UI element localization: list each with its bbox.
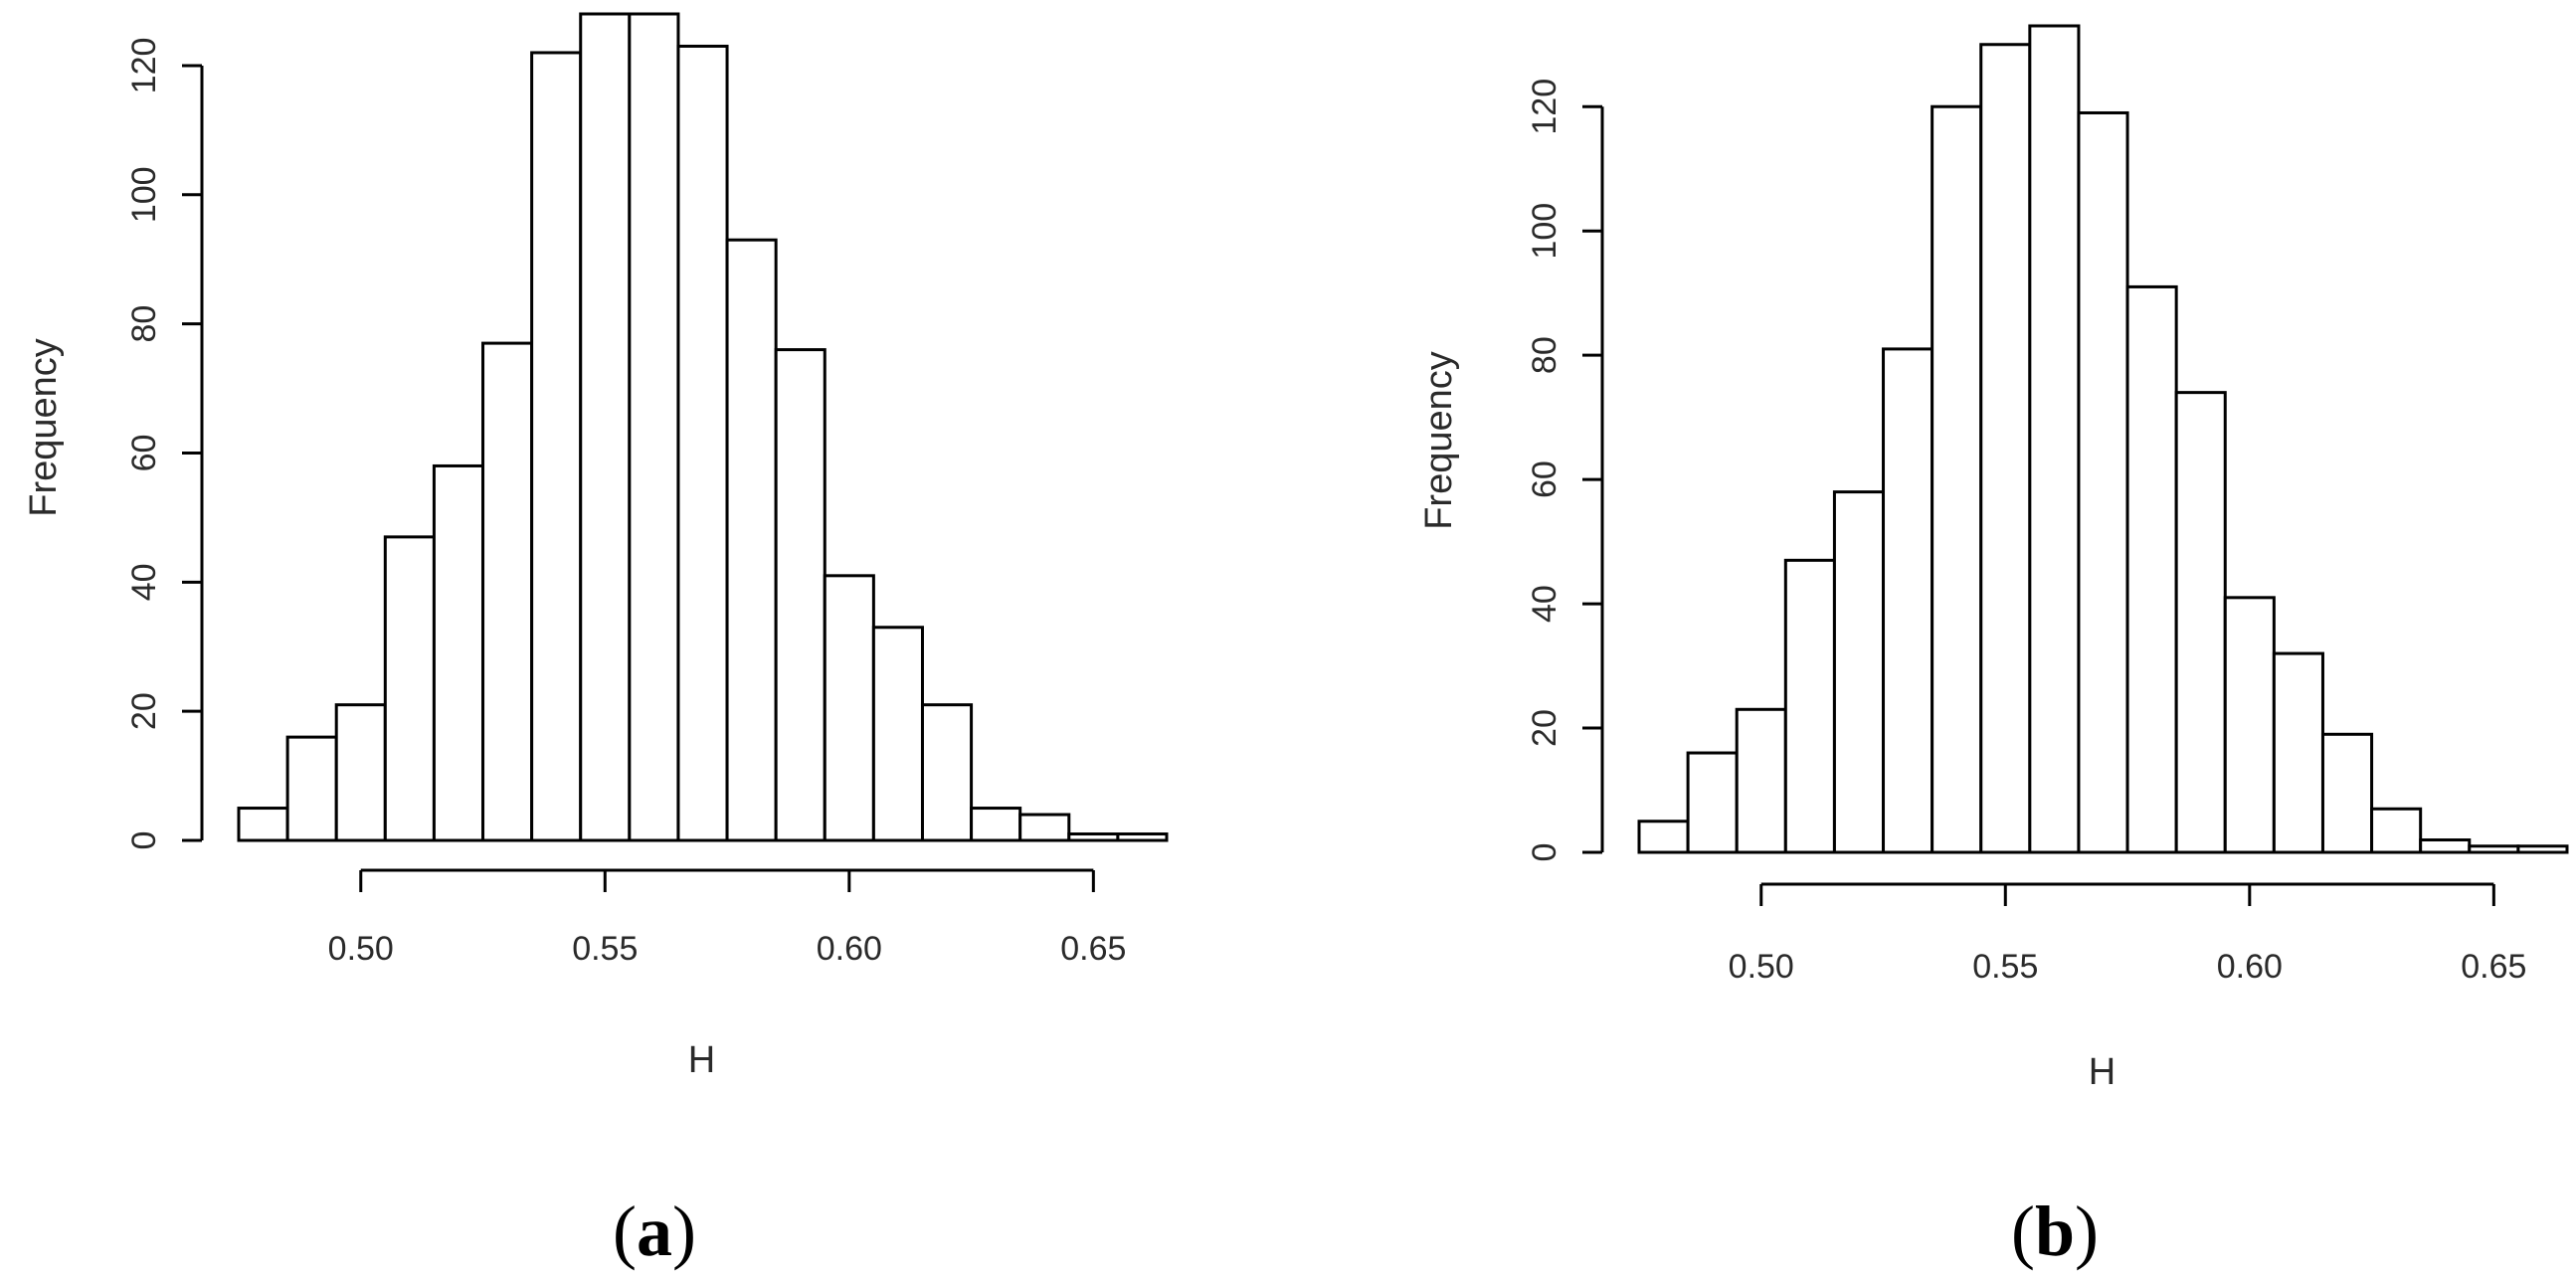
- x-axis-title: H: [688, 1039, 715, 1081]
- x-tick-label: 0.60: [817, 930, 882, 968]
- histogram-bar: [774, 348, 827, 842]
- histogram-bar: [1882, 347, 1934, 854]
- histogram-bar: [970, 807, 1022, 842]
- histogram-bar: [1637, 820, 1690, 854]
- histogram-bar: [285, 735, 338, 842]
- histogram-bar: [1783, 558, 1836, 854]
- histogram-bar: [2028, 24, 2081, 854]
- y-tick-label: 60: [1526, 460, 1564, 498]
- histogram-bar: [2223, 596, 2276, 854]
- histogram-bar: [579, 12, 632, 842]
- histogram-bar: [1116, 832, 1169, 842]
- histogram-panel-b: 0 20 40 60 80 100 120 0.50 0.55 0.60 0.65 H Frequenc…: [1418, 24, 2569, 1271]
- histogram-bar: [2272, 651, 2324, 854]
- histogram-bar: [432, 463, 485, 842]
- histogram-bar: [920, 703, 974, 842]
- x-axis-title: H: [2089, 1051, 2116, 1093]
- histogram-bar: [1931, 104, 1983, 854]
- histogram-bar: [2419, 838, 2472, 854]
- histogram-bar: [383, 535, 436, 842]
- x-tick-label: 0.55: [1972, 948, 2038, 986]
- y-tick-label: 40: [125, 563, 163, 601]
- y-tick-label: 0: [1526, 843, 1564, 862]
- histogram-bar: [628, 12, 680, 842]
- histogram-bar: [530, 51, 583, 842]
- histogram-bar: [1979, 43, 2032, 854]
- histogram-bar: [2370, 807, 2423, 854]
- histogram-bar: [1686, 751, 1739, 854]
- histogram-bar: [2320, 732, 2374, 854]
- y-tick-label: 120: [1526, 79, 1564, 135]
- y-tick-label: 20: [125, 692, 163, 730]
- y-tick-label: 80: [1526, 336, 1564, 374]
- histogram-bar: [871, 626, 924, 842]
- histogram-bar: [2468, 844, 2520, 854]
- x-tick-label: 0.55: [572, 930, 638, 968]
- y-tick-label: 0: [125, 831, 163, 850]
- histogram-bar: [481, 341, 534, 842]
- y-tick-label: 20: [1526, 709, 1564, 747]
- y-axis-title: Frequency: [23, 338, 65, 517]
- y-tick-label: 100: [1526, 203, 1564, 260]
- y-tick-label: 80: [125, 305, 163, 343]
- panel-label: (b): [2011, 1191, 2099, 1271]
- histogram-bar: [823, 574, 875, 842]
- histogram-bar: [2077, 110, 2129, 854]
- x-tick-label: 0.50: [328, 930, 394, 968]
- histogram-bar: [1735, 707, 1787, 854]
- histogram-bar: [334, 703, 387, 842]
- histogram-bar: [1832, 490, 1886, 854]
- histogram-bar: [2125, 284, 2178, 854]
- x-tick-label: 0.60: [2217, 948, 2283, 986]
- x-tick-label: 0.65: [1060, 930, 1126, 968]
- histogram-bar: [676, 44, 729, 842]
- histogram-bar: [2174, 391, 2227, 854]
- y-tick-label: 100: [125, 166, 163, 223]
- histogram-bar: [237, 807, 289, 842]
- y-tick-label: 60: [125, 435, 163, 472]
- y-axis-title: Frequency: [1418, 351, 1460, 530]
- y-tick-label: 120: [125, 38, 163, 94]
- histogram-bar: [725, 238, 778, 842]
- histogram-bar: [1018, 813, 1071, 842]
- histogram-bar: [2516, 844, 2569, 854]
- y-tick-label: 40: [1526, 585, 1564, 623]
- histogram-panel-a: 0 20 40 60 80 100 120 0.50 0.55 0.60 0.65 H Frequenc…: [23, 12, 1169, 1271]
- x-tick-label: 0.50: [1729, 948, 1794, 986]
- x-tick-label: 0.65: [2461, 948, 2526, 986]
- panel-label: (a): [613, 1191, 696, 1271]
- histogram-bar: [1067, 832, 1120, 842]
